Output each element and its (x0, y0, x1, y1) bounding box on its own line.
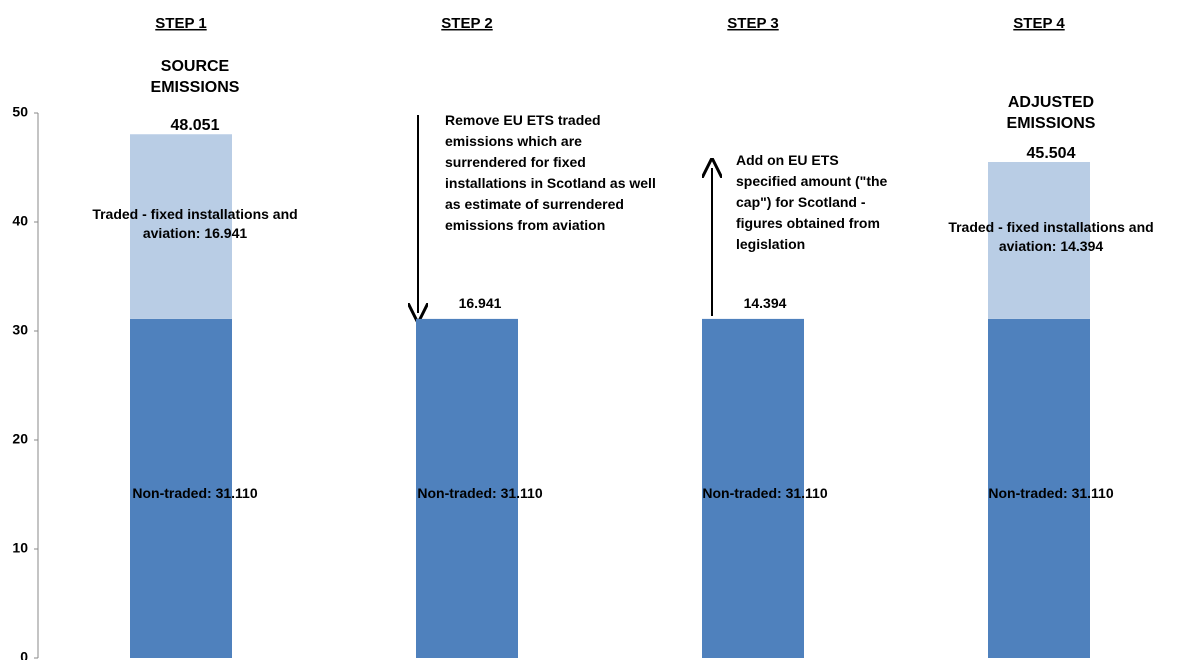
annotation: SOURCE EMISSIONS (150, 58, 240, 96)
bar-segment (130, 134, 232, 319)
y-tick-label: 10 (12, 540, 28, 556)
data-label: Traded - fixed installations and aviatio… (948, 219, 1154, 254)
annotation: Remove EU ETS traded emissions which are… (445, 112, 656, 233)
y-tick-label: 40 (12, 213, 28, 229)
y-tick-label: 50 (12, 104, 28, 120)
annotation: Add on EU ETS specified amount ("the cap… (736, 152, 888, 252)
bar-segment (416, 318, 518, 658)
annotation: 16.941 (458, 295, 502, 311)
category-label: STEP 2 (441, 15, 492, 32)
y-tick-label: 20 (12, 431, 28, 447)
category-label: STEP 1 (155, 15, 206, 32)
data-label: Non-traded: 31.110 (417, 485, 543, 501)
category-label: STEP 3 (727, 15, 778, 32)
annotation: ADJUSTED EMISSIONS (1006, 94, 1096, 132)
y-tick-label: 30 (12, 322, 28, 338)
annotation: 45.504 (1026, 145, 1076, 162)
y-tick-label: 0 (20, 649, 28, 660)
annotation: 14.394 (743, 295, 787, 311)
data-label: Non-traded: 31.110 (702, 485, 828, 501)
data-label: Traded - fixed installations and aviatio… (92, 206, 298, 241)
data-label: Non-traded: 31.110 (988, 485, 1114, 501)
bar-segment (702, 318, 804, 658)
bar-segment (130, 318, 232, 658)
category-label: STEP 4 (1013, 15, 1065, 32)
data-label: Non-traded: 31.110 (132, 485, 258, 501)
bar-segment (988, 318, 1090, 658)
annotation: 48.051 (170, 117, 220, 134)
bar-segment (988, 162, 1090, 319)
